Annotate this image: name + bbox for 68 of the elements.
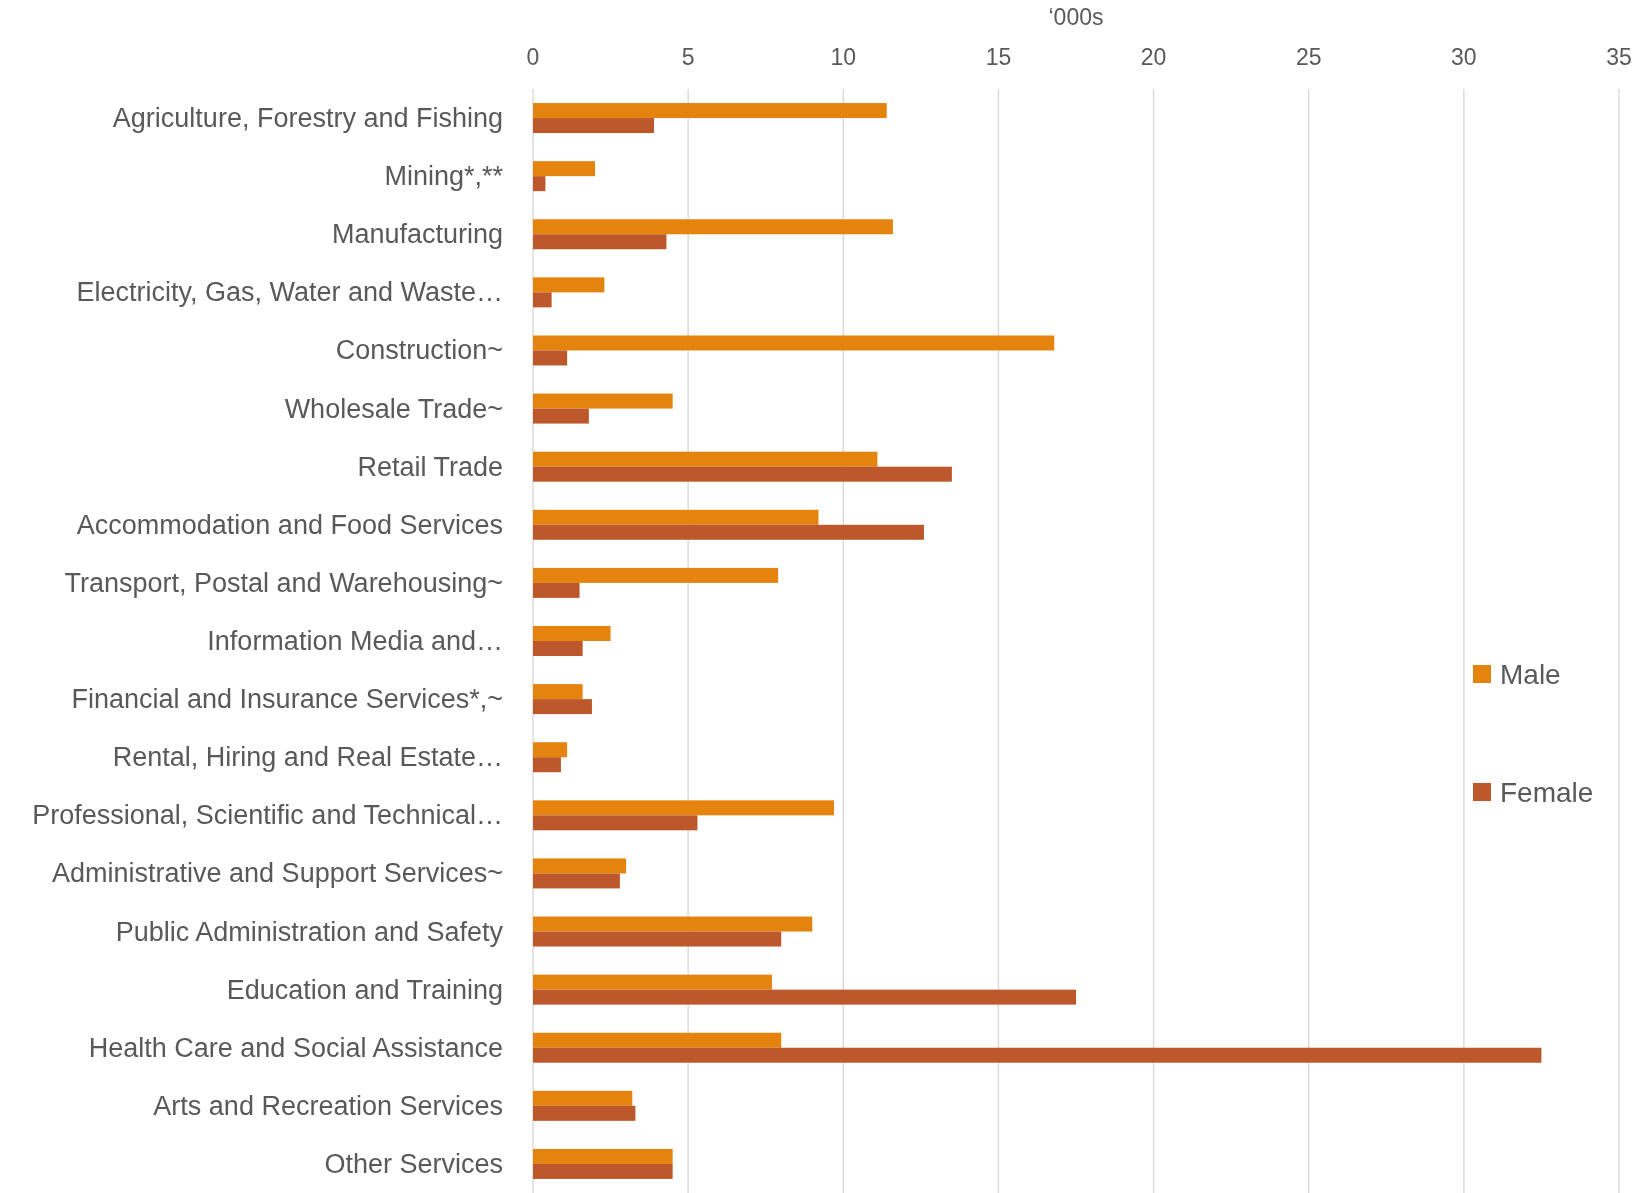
bar: [533, 1148, 673, 1164]
bar: [533, 234, 667, 250]
bar: [533, 567, 779, 583]
bar: [533, 1163, 673, 1179]
x-tick-label: 35: [1606, 44, 1632, 70]
bar: [533, 873, 620, 889]
x-tick-label: 30: [1451, 44, 1477, 70]
bar: [533, 582, 580, 598]
bar: [533, 103, 887, 119]
bar: [533, 219, 893, 235]
y-tick-label: Retail Trade: [357, 451, 503, 482]
bar: [533, 916, 813, 932]
bar: [533, 335, 1055, 351]
y-tick-label: Rental, Hiring and Real Estate…: [112, 742, 503, 773]
x-axis-title: ‘000s: [1048, 4, 1104, 30]
y-tick-label: Education and Training: [226, 974, 503, 1005]
y-tick-label: Accommodation and Food Services: [76, 509, 503, 540]
bar: [533, 1032, 782, 1048]
bar: [533, 757, 561, 773]
bar: [533, 350, 568, 366]
bar: [533, 176, 546, 192]
bar: [533, 641, 583, 656]
bar: [533, 931, 782, 947]
legend-label: Male: [1500, 658, 1561, 690]
bar: [533, 1105, 636, 1121]
bar: [533, 800, 834, 816]
bar: [533, 1047, 1542, 1063]
bar: [533, 815, 698, 831]
bar: [533, 742, 568, 758]
x-tick-label: 20: [1140, 44, 1167, 70]
bar: [533, 626, 611, 641]
y-tick-label: Financial and Insurance Services*,~: [71, 684, 503, 715]
x-tick-label: 15: [985, 44, 1012, 70]
bar: [533, 989, 1076, 1005]
y-tick-label: Transport, Postal and Warehousing~: [64, 567, 503, 598]
bar: [533, 684, 583, 700]
y-tick-label: Other Services: [324, 1148, 503, 1179]
legend-label: Female: [1500, 776, 1594, 808]
y-tick-label: Electricity, Gas, Water and Waste…: [76, 277, 503, 308]
y-tick-label: Administrative and Support Services~: [52, 858, 503, 889]
y-tick-label: Agriculture, Forestry and Fishing: [112, 103, 503, 134]
x-tick-label: 0: [526, 44, 540, 70]
bar: [533, 393, 673, 409]
y-tick-label: Information Media and…: [207, 626, 503, 656]
bar: [533, 277, 605, 293]
y-tick-label: Arts and Recreation Services: [153, 1090, 503, 1121]
y-tick-label: Construction~: [335, 335, 503, 366]
bar: [533, 408, 589, 424]
bar: [533, 466, 952, 482]
bar: [533, 974, 772, 990]
bar: [533, 451, 878, 467]
bar: [533, 509, 819, 525]
bar: [533, 699, 592, 715]
y-tick-label: Professional, Scientific and Technical…: [32, 800, 503, 831]
x-tick-label: 10: [830, 44, 857, 70]
bar: [533, 292, 552, 308]
y-tick-label: Mining*,**: [384, 161, 504, 192]
bar: [533, 118, 655, 134]
bar: [533, 1090, 633, 1106]
x-tick-label: 5: [681, 44, 695, 70]
y-tick-label: Health Care and Social Assistance: [88, 1032, 503, 1063]
y-tick-label: Public Administration and Safety: [115, 916, 504, 947]
y-tick-label: Wholesale Trade~: [284, 393, 503, 424]
y-tick-label: Manufacturing: [331, 219, 503, 250]
bar: [533, 524, 924, 540]
x-tick-label: 25: [1295, 44, 1322, 70]
bar: [533, 161, 596, 177]
bar: [533, 858, 627, 874]
